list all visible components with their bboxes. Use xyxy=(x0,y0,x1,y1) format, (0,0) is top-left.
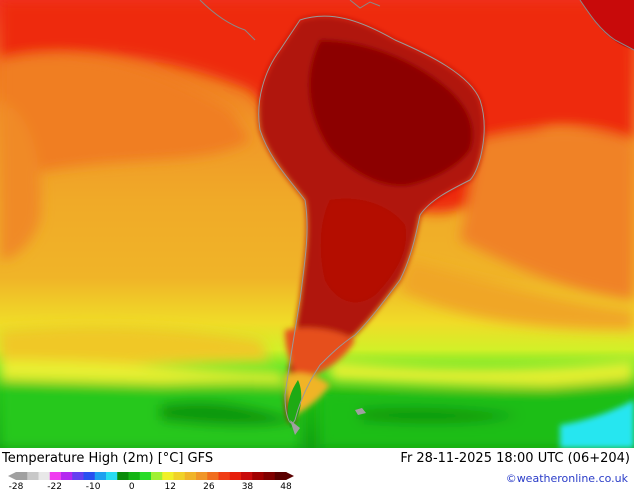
color-legend: -28 -22 -10 0 12 26 38 48 xyxy=(8,472,294,490)
legend-swatch xyxy=(151,472,163,480)
legend-swatch xyxy=(61,472,73,480)
legend-swatch xyxy=(252,472,264,480)
legend-tick-label: 12 xyxy=(165,482,176,490)
legend-swatch xyxy=(38,472,51,480)
legend-tick-label: 48 xyxy=(280,482,292,490)
legend-tick-label: 38 xyxy=(242,482,254,490)
credit-link[interactable]: ©weatheronline.co.uk xyxy=(505,472,628,485)
map-title: Temperature High (2m) [°C] GFS xyxy=(2,451,214,466)
legend-tick-label: 0 xyxy=(129,482,135,490)
legend-tick-label: 26 xyxy=(203,482,215,490)
legend-swatch xyxy=(218,472,231,480)
legend-swatch xyxy=(117,472,129,480)
legend-tick-label: -28 xyxy=(9,482,24,490)
legend-min-arrow xyxy=(8,472,16,480)
legend-swatch xyxy=(274,472,287,480)
legend-max-arrow xyxy=(286,472,294,480)
legend-swatch xyxy=(229,472,242,480)
legend-swatch xyxy=(241,472,253,480)
legend-swatch xyxy=(16,472,28,480)
legend-swatch xyxy=(139,472,152,480)
legend-swatch xyxy=(83,472,96,480)
legend-tick-label: -10 xyxy=(86,482,101,490)
temperature-map xyxy=(0,0,634,448)
legend-swatch xyxy=(49,472,62,480)
legend-swatch xyxy=(27,472,39,480)
legend-swatch xyxy=(173,472,186,480)
legend-swatch xyxy=(263,472,276,480)
legend-swatch xyxy=(162,472,174,480)
legend-swatch xyxy=(207,472,219,480)
map-datetime: Fr 28-11-2025 18:00 UTC (06+204) xyxy=(400,451,630,466)
legend-swatch xyxy=(196,472,208,480)
legend-tick-label: -22 xyxy=(47,482,62,490)
legend-swatch xyxy=(94,472,107,480)
map-footer: Temperature High (2m) [°C] GFS Fr 28-11-… xyxy=(0,448,634,490)
legend-swatch xyxy=(184,472,197,480)
legend-swatch xyxy=(72,472,84,480)
legend-swatch xyxy=(106,472,118,480)
legend-swatch xyxy=(128,472,141,480)
